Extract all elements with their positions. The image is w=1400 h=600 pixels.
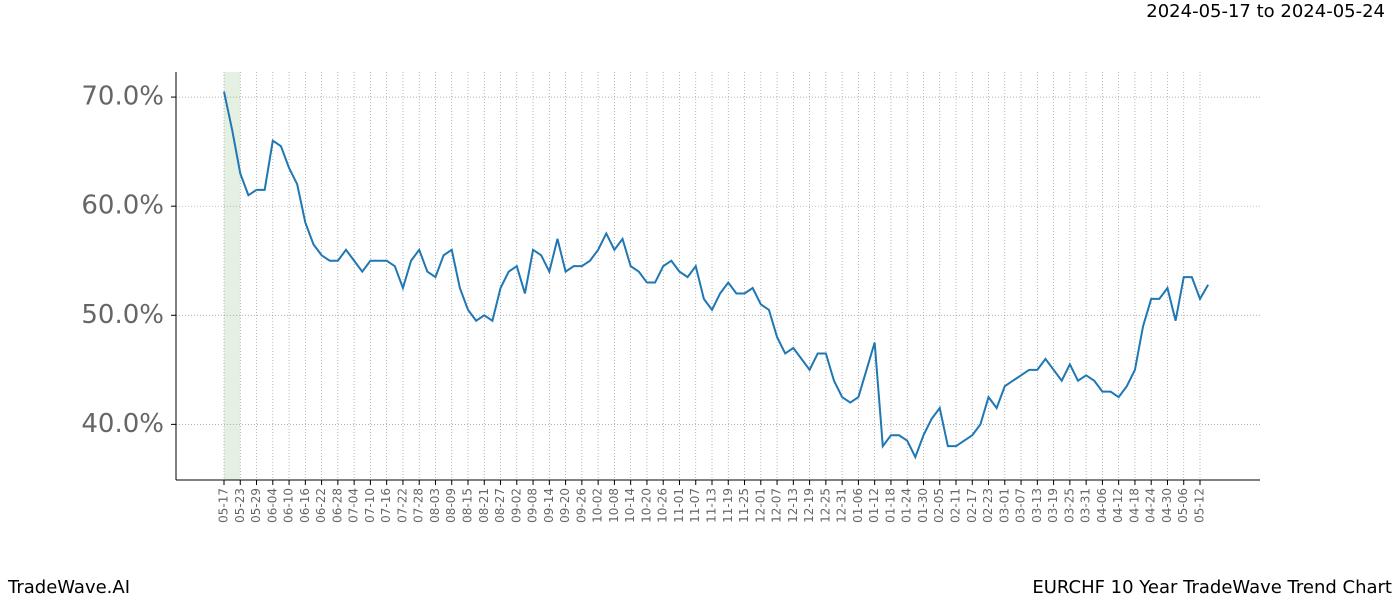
x-tick-label: 03-31 <box>1079 488 1093 523</box>
x-tick-label: 11-13 <box>705 488 719 523</box>
x-tick-label: 12-19 <box>802 488 816 523</box>
x-tick-label: 06-16 <box>298 488 312 523</box>
x-tick-label: 07-16 <box>379 488 393 523</box>
x-tick-label: 08-21 <box>477 488 491 523</box>
x-tick-label: 09-20 <box>558 488 572 523</box>
chart-subtitle: 2024-05-17 to 2024-05-24 <box>1146 1 1385 22</box>
x-tick-label: 08-15 <box>461 488 475 523</box>
x-tick-label: 08-03 <box>428 488 442 523</box>
x-tick-label: 05-12 <box>1193 488 1207 523</box>
x-tick-label: 12-07 <box>770 488 784 523</box>
x-tick-label: 12-01 <box>753 488 767 523</box>
y-tick-label: 60.0% <box>81 191 164 221</box>
x-tick-label: 06-10 <box>282 488 296 523</box>
x-tick-label: 04-18 <box>1127 488 1141 523</box>
x-tick-label: 09-02 <box>509 488 523 523</box>
x-tick-label: 09-14 <box>542 488 556 523</box>
x-tick-label: 08-09 <box>444 488 458 523</box>
x-tick-label: 03-19 <box>1046 488 1060 523</box>
x-tick-label: 03-25 <box>1062 488 1076 523</box>
x-tick-label: 07-04 <box>347 488 361 523</box>
x-tick-label: 02-17 <box>965 488 979 523</box>
x-tick-label: 05-23 <box>233 488 247 523</box>
x-tick-label: 07-10 <box>363 488 377 523</box>
y-tick-label: 70.0% <box>81 82 164 112</box>
x-tick-label: 03-01 <box>997 488 1011 523</box>
x-tick-label: 05-06 <box>1176 488 1190 523</box>
x-tick-label: 02-23 <box>981 488 995 523</box>
x-tick-label: 12-31 <box>835 488 849 523</box>
chart-title: EURCHF 10 Year TradeWave Trend Chart <box>1032 577 1392 598</box>
x-tick-label: 10-08 <box>607 488 621 523</box>
x-tick-label: 01-12 <box>867 488 881 523</box>
x-tick-label: 04-24 <box>1144 488 1158 523</box>
x-tick-label: 12-13 <box>786 488 800 523</box>
x-tick-label: 06-28 <box>330 488 344 523</box>
x-tick-label: 10-20 <box>639 488 653 523</box>
x-tick-label: 11-19 <box>721 488 735 523</box>
x-tick-label: 04-12 <box>1111 488 1125 523</box>
x-tick-label: 01-18 <box>883 488 897 523</box>
x-tick-label: 10-14 <box>623 488 637 523</box>
x-tick-label: 11-01 <box>672 488 686 523</box>
x-tick-label: 12-25 <box>818 488 832 523</box>
x-tick-label: 10-26 <box>656 488 670 523</box>
x-tick-label: 05-17 <box>217 488 231 523</box>
x-tick-label: 10-02 <box>591 488 605 523</box>
y-tick-label: 40.0% <box>81 409 164 439</box>
y-tick-label: 50.0% <box>81 300 164 330</box>
x-tick-label: 09-26 <box>574 488 588 523</box>
x-tick-label: 01-06 <box>851 488 865 523</box>
x-tick-label: 05-29 <box>249 488 263 523</box>
x-tick-label: 02-05 <box>932 488 946 523</box>
x-tick-label: 06-04 <box>265 488 279 523</box>
x-tick-label: 11-25 <box>737 488 751 523</box>
x-tick-label: 11-07 <box>688 488 702 523</box>
highlight-band <box>224 72 241 480</box>
x-tick-label: 03-07 <box>1014 488 1028 523</box>
x-tick-label: 03-13 <box>1030 488 1044 523</box>
brand: TradeWave.AI <box>7 577 130 598</box>
x-tick-label: 07-22 <box>395 488 409 523</box>
x-tick-label: 06-22 <box>314 488 328 523</box>
x-tick-label: 04-30 <box>1160 488 1174 523</box>
x-tick-label: 02-11 <box>949 488 963 523</box>
x-tick-label: 08-27 <box>493 488 507 523</box>
x-tick-label: 07-28 <box>412 488 426 523</box>
x-tick-label: 01-24 <box>900 488 914 523</box>
line <box>223 91 1209 460</box>
x-tick-label: 09-08 <box>526 488 540 523</box>
x-tick-label: 04-06 <box>1095 488 1109 523</box>
x-tick-label: 01-30 <box>916 488 930 523</box>
